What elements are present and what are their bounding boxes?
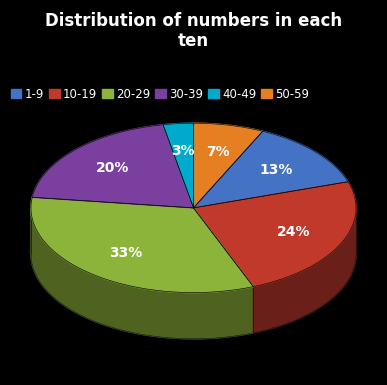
Polygon shape (31, 169, 356, 339)
Text: Distribution of numbers in each
ten: Distribution of numbers in each ten (45, 12, 342, 50)
Text: 20%: 20% (96, 161, 130, 176)
Polygon shape (194, 123, 263, 208)
Polygon shape (253, 208, 356, 333)
Text: 13%: 13% (260, 163, 293, 177)
Polygon shape (194, 131, 348, 208)
Polygon shape (163, 123, 194, 208)
Legend: 1-9, 10-19, 20-29, 30-39, 40-49, 50-59: 1-9, 10-19, 20-29, 30-39, 40-49, 50-59 (6, 83, 314, 105)
Text: 33%: 33% (109, 246, 142, 260)
Polygon shape (194, 182, 356, 287)
Text: 3%: 3% (171, 144, 195, 157)
Text: 7%: 7% (206, 145, 229, 159)
Text: 24%: 24% (277, 226, 310, 239)
Polygon shape (31, 197, 253, 293)
Polygon shape (32, 125, 194, 208)
Polygon shape (31, 208, 253, 339)
